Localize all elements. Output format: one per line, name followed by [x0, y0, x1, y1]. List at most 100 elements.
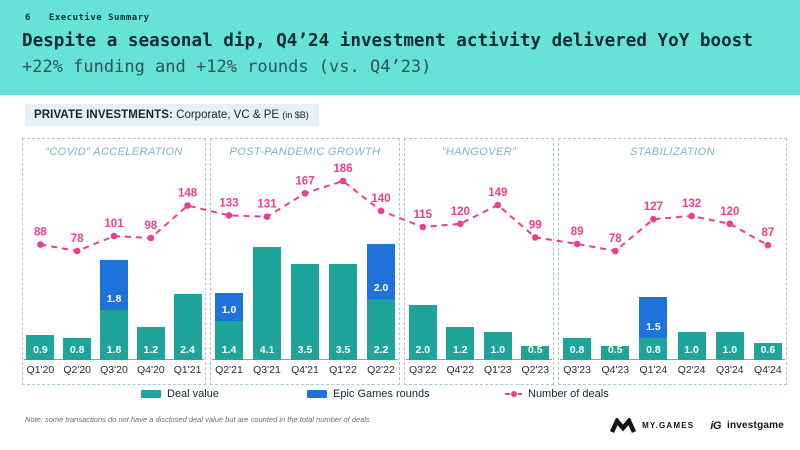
deal-value-bar [483, 332, 512, 360]
deal-value-bar [715, 332, 744, 360]
epic-games-bar [367, 244, 395, 299]
deal-value-label: 0.6 [760, 344, 776, 356]
deal-value-bar [215, 321, 243, 360]
investment-chart: “COVID” ACCELERATION 0.9 Q1'20 0.8 Q2'20 1.8 1… [22, 138, 787, 385]
slide-kicker: 6 Executive Summary [25, 13, 150, 23]
deal-value-bar [521, 346, 550, 360]
x-axis-label: Q4'23 [601, 364, 630, 376]
legend-swatch [141, 390, 161, 398]
legend-line-swatch [505, 391, 522, 397]
legend-label: Number of deals [528, 388, 609, 400]
deal-value-bar [329, 264, 357, 360]
deal-value-bar [291, 264, 319, 360]
x-axis-label: Q4'21 [291, 364, 319, 376]
section-title: STABILIZATION [630, 146, 715, 158]
epic-games-label: 1.8 [106, 293, 122, 305]
deal-value-bar [100, 310, 128, 360]
x-axis-label: Q3'23 [563, 364, 591, 376]
mygames-logo-text: MY.GAMES [642, 421, 695, 430]
deal-value-bar [173, 294, 202, 360]
chart-legend: Deal value Epic Games rounds Number of dea… [0, 386, 800, 402]
x-axis-label: Q4'22 [446, 364, 475, 376]
section-title: “COVID” ACCELERATION [45, 146, 183, 158]
slide-title: Despite a seasonal dip, Q4’24 investment… [22, 31, 753, 51]
x-axis-label: Q2'23 [521, 364, 550, 376]
deal-value-label: 1.8 [106, 344, 122, 356]
deal-value-label: 1.0 [722, 344, 738, 356]
deal-value-bar [639, 338, 668, 360]
section-title: POST-PANDEMIC GROWTH [229, 146, 381, 158]
x-axis-label: Q3'21 [253, 364, 281, 376]
epic-games-bar [215, 293, 243, 321]
deal-value-label: 0.5 [607, 344, 623, 356]
x-axis-label: Q1'24 [639, 364, 668, 376]
x-axis-label: Q1'20 [26, 364, 55, 376]
deal-value-label: 1.0 [490, 344, 506, 356]
chart-section: POST-PANDEMIC GROWTH [210, 138, 400, 385]
badge-unit-label: (in $B) [282, 110, 309, 120]
x-axis-label: Q2'24 [677, 364, 706, 376]
mygames-logo-icon [610, 418, 637, 433]
investgame-logo-text: investgame [726, 420, 784, 431]
epic-games-bar [639, 297, 668, 338]
legend-item: Number of deals [505, 386, 609, 402]
deal-value-label: 0.8 [69, 344, 85, 356]
chart-section: “COVID” ACCELERATION [22, 138, 206, 385]
x-axis-label: Q2'21 [215, 364, 243, 376]
legend-item: Deal value [141, 386, 219, 402]
slide-subtitle: +22% funding and +12% rounds (vs. Q4’23) [22, 57, 432, 77]
deal-value-label: 0.8 [569, 344, 585, 356]
footnote: Note: some transactions do not have a di… [25, 415, 370, 424]
header-banner: 6 Executive Summary Despite a seasonal di… [0, 0, 800, 95]
kicker-label: Executive Summary [48, 13, 150, 23]
page-number: 6 [25, 13, 31, 23]
deal-value-bar [136, 327, 165, 360]
deal-value-bar [367, 299, 395, 360]
badge-regular-label: Corporate, VC & PE [172, 109, 283, 121]
deal-value-label: 3.5 [335, 344, 351, 356]
legend-label: Epic Games rounds [333, 388, 430, 400]
legend-label: Deal value [167, 388, 219, 400]
badge-bold-label: PRIVATE INVESTMENTS: [34, 109, 173, 121]
chart-section: “HANGOVER” [404, 138, 554, 385]
deal-value-bar [253, 247, 281, 360]
deal-value-bar [563, 338, 592, 360]
x-axis-label: Q4'20 [136, 364, 165, 376]
deal-value-bar [753, 343, 782, 360]
deal-value-label: 1.2 [452, 344, 468, 356]
chart-section: STABILIZATION [558, 138, 787, 385]
deal-value-label: 4.1 [259, 344, 275, 356]
deal-value-bar [677, 332, 706, 360]
footer-brands: MY.GAMES iG investgame [610, 418, 784, 433]
epic-games-label: 1.5 [646, 321, 661, 333]
x-axis-label: Q2'22 [367, 364, 395, 376]
investgame-logo: iG investgame [710, 420, 784, 432]
x-axis-line [560, 359, 785, 360]
x-axis-label: Q3'20 [100, 364, 128, 376]
deal-value-bar [408, 305, 437, 360]
legend-item: Epic Games rounds [307, 386, 430, 402]
x-axis-label: Q1'22 [329, 364, 357, 376]
deal-value-label: 0.5 [527, 344, 543, 356]
deal-value-bar [601, 346, 630, 360]
deal-value-label: 0.8 [646, 344, 661, 356]
deal-value-bar [446, 327, 475, 360]
x-axis-line [406, 359, 552, 360]
epic-games-bar [100, 260, 128, 310]
deal-value-label: 2.4 [180, 344, 195, 356]
chart-title-badge: PRIVATE INVESTMENTS: Corporate, VC & PE … [25, 104, 319, 126]
x-axis-label: Q3'22 [408, 364, 437, 376]
deal-value-label: 2.0 [415, 344, 431, 356]
deal-value-label: 2.2 [373, 344, 389, 356]
legend-swatch [307, 390, 327, 398]
mygames-logo: MY.GAMES [610, 418, 694, 433]
x-axis-label: Q1'21 [173, 364, 202, 376]
deal-value-label: 1.0 [684, 344, 699, 356]
deal-value-bar [63, 338, 92, 360]
deal-value-label: 1.2 [143, 344, 159, 356]
x-axis-label: Q3'24 [715, 364, 744, 376]
epic-games-label: 2.0 [373, 282, 389, 294]
x-axis-label: Q1'23 [483, 364, 512, 376]
deal-value-label: 0.9 [33, 344, 48, 356]
